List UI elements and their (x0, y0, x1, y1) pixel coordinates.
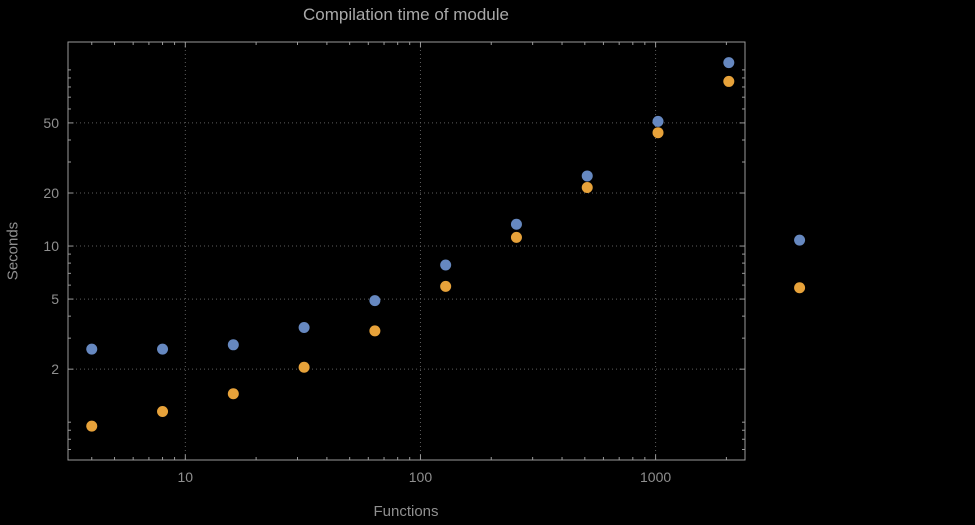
chart-title: Compilation time of module (303, 5, 509, 24)
y-tick-label: 10 (43, 238, 59, 254)
x-tick-label: 100 (409, 469, 433, 485)
data-point-series-2 (440, 280, 452, 292)
y-tick-label: 5 (51, 291, 59, 307)
data-point-series-1 (86, 343, 98, 355)
data-point-series-2 (157, 405, 169, 417)
data-point-series-1 (298, 321, 310, 333)
x-tick-label: 1000 (640, 469, 671, 485)
data-point-series-1 (794, 234, 806, 246)
data-point-series-1 (369, 295, 381, 307)
data-point-series-1 (157, 343, 169, 355)
data-point-series-1 (723, 57, 735, 69)
data-point-series-1 (652, 115, 664, 127)
data-point-series-2 (510, 231, 522, 243)
y-tick-label: 2 (51, 361, 59, 377)
data-point-series-1 (581, 170, 593, 182)
data-point-series-2 (227, 388, 239, 400)
x-axis-label: Functions (373, 503, 439, 520)
data-point-series-2 (369, 325, 381, 337)
y-axis-label: Seconds (4, 221, 22, 281)
data-point-series-1 (227, 339, 239, 351)
y-tick-label: 50 (43, 115, 59, 131)
data-point-series-2 (723, 75, 735, 87)
data-point-series-1 (510, 218, 522, 230)
data-point-series-2 (86, 420, 98, 432)
data-point-series-1 (440, 259, 452, 271)
data-point-series-2 (581, 181, 593, 193)
x-tick-label: 10 (178, 469, 194, 485)
plot-frame (67, 41, 746, 461)
data-point-series-2 (298, 361, 310, 373)
y-tick-label: 20 (43, 185, 59, 201)
data-point-series-2 (652, 127, 664, 139)
data-point-series-2 (794, 282, 806, 294)
